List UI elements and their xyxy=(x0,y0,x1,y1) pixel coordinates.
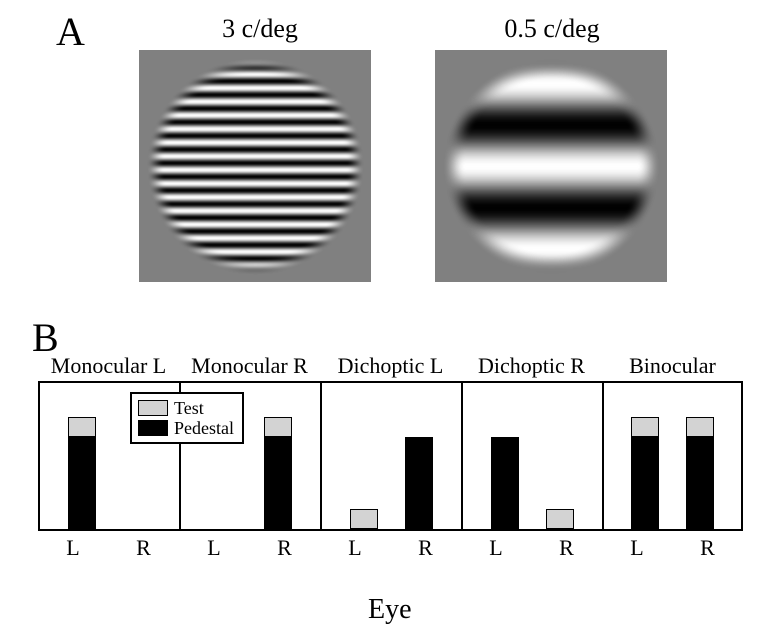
bar-seg-pedestal-0-L xyxy=(68,437,96,529)
legend-label-0: Test xyxy=(174,398,204,418)
bar-seg-test-0-L xyxy=(68,417,96,437)
stimulus-title-0: 3 c/deg xyxy=(200,14,320,44)
bar-2-L xyxy=(350,509,378,529)
x-axis-title: Eye xyxy=(368,594,412,626)
bars-holder-2 xyxy=(322,383,461,529)
bar-1-R xyxy=(264,417,292,529)
bar-3-R xyxy=(546,509,574,529)
bars-holder-3 xyxy=(463,383,602,529)
legend-swatch-1 xyxy=(138,420,168,436)
eye-label-0-L: L xyxy=(66,535,79,561)
eye-label-3-R: R xyxy=(559,535,574,561)
eye-label-2-R: R xyxy=(418,535,433,561)
eye-label-0-R: R xyxy=(136,535,151,561)
conditions-row: Monocular LLRMonocular RLRDichoptic LLRD… xyxy=(38,353,743,561)
condition-title-4: Binocular xyxy=(602,353,743,379)
bar-seg-pedestal-4-R xyxy=(686,437,714,529)
bar-seg-test-4-L xyxy=(631,417,659,437)
eye-label-3-L: L xyxy=(489,535,502,561)
legend-row-1: Pedestal xyxy=(138,418,234,438)
eye-labels-0: LR xyxy=(38,535,179,561)
bar-area-4 xyxy=(602,381,743,531)
bar-4-R xyxy=(686,417,714,529)
grating-patch-1 xyxy=(435,50,667,282)
bar-2-R xyxy=(405,437,433,529)
legend-swatch-0 xyxy=(138,400,168,416)
condition-title-1: Monocular R xyxy=(179,353,320,379)
bar-0-L xyxy=(68,417,96,529)
condition-title-2: Dichoptic L xyxy=(320,353,461,379)
bar-seg-pedestal-1-R xyxy=(264,437,292,529)
bar-seg-test-1-R xyxy=(264,417,292,437)
eye-label-1-L: L xyxy=(207,535,220,561)
condition-title-3: Dichoptic R xyxy=(461,353,602,379)
bar-4-L xyxy=(631,417,659,529)
bar-seg-pedestal-4-L xyxy=(631,437,659,529)
condition-cell-0: Monocular LLR xyxy=(38,353,179,561)
eye-label-4-L: L xyxy=(630,535,643,561)
bar-area-2 xyxy=(320,381,461,531)
stimulus-title-1: 0.5 c/deg xyxy=(482,14,622,44)
grating-canvas-1 xyxy=(435,50,667,282)
eye-labels-4: LR xyxy=(602,535,743,561)
legend: TestPedestal xyxy=(130,392,244,444)
condition-cell-1: Monocular RLR xyxy=(179,353,320,561)
legend-label-1: Pedestal xyxy=(174,418,234,438)
eye-labels-1: LR xyxy=(179,535,320,561)
bars-holder-4 xyxy=(604,383,741,529)
bar-area-3 xyxy=(461,381,602,531)
bar-seg-pedestal-2-R xyxy=(405,437,433,529)
eye-labels-3: LR xyxy=(461,535,602,561)
bar-seg-test-3-R xyxy=(546,509,574,529)
grating-canvas-0 xyxy=(139,50,371,282)
condition-cell-3: Dichoptic RLR xyxy=(461,353,602,561)
legend-row-0: Test xyxy=(138,398,234,418)
condition-cell-4: BinocularLR xyxy=(602,353,743,561)
figure-root: A 3 c/deg 0.5 c/deg B TestPedestal Monoc… xyxy=(0,0,781,636)
eye-label-2-L: L xyxy=(348,535,361,561)
bar-3-L xyxy=(491,437,519,529)
eye-label-1-R: R xyxy=(277,535,292,561)
bar-seg-test-4-R xyxy=(686,417,714,437)
panel-b-wrap: Monocular LLRMonocular RLRDichoptic LLRD… xyxy=(38,353,743,561)
eye-labels-2: LR xyxy=(320,535,461,561)
grating-patch-0 xyxy=(139,50,371,282)
eye-label-4-R: R xyxy=(700,535,715,561)
bar-seg-pedestal-3-L xyxy=(491,437,519,529)
panel-a-letter: A xyxy=(56,8,85,55)
bar-seg-test-2-L xyxy=(350,509,378,529)
condition-title-0: Monocular L xyxy=(38,353,179,379)
condition-cell-2: Dichoptic LLR xyxy=(320,353,461,561)
